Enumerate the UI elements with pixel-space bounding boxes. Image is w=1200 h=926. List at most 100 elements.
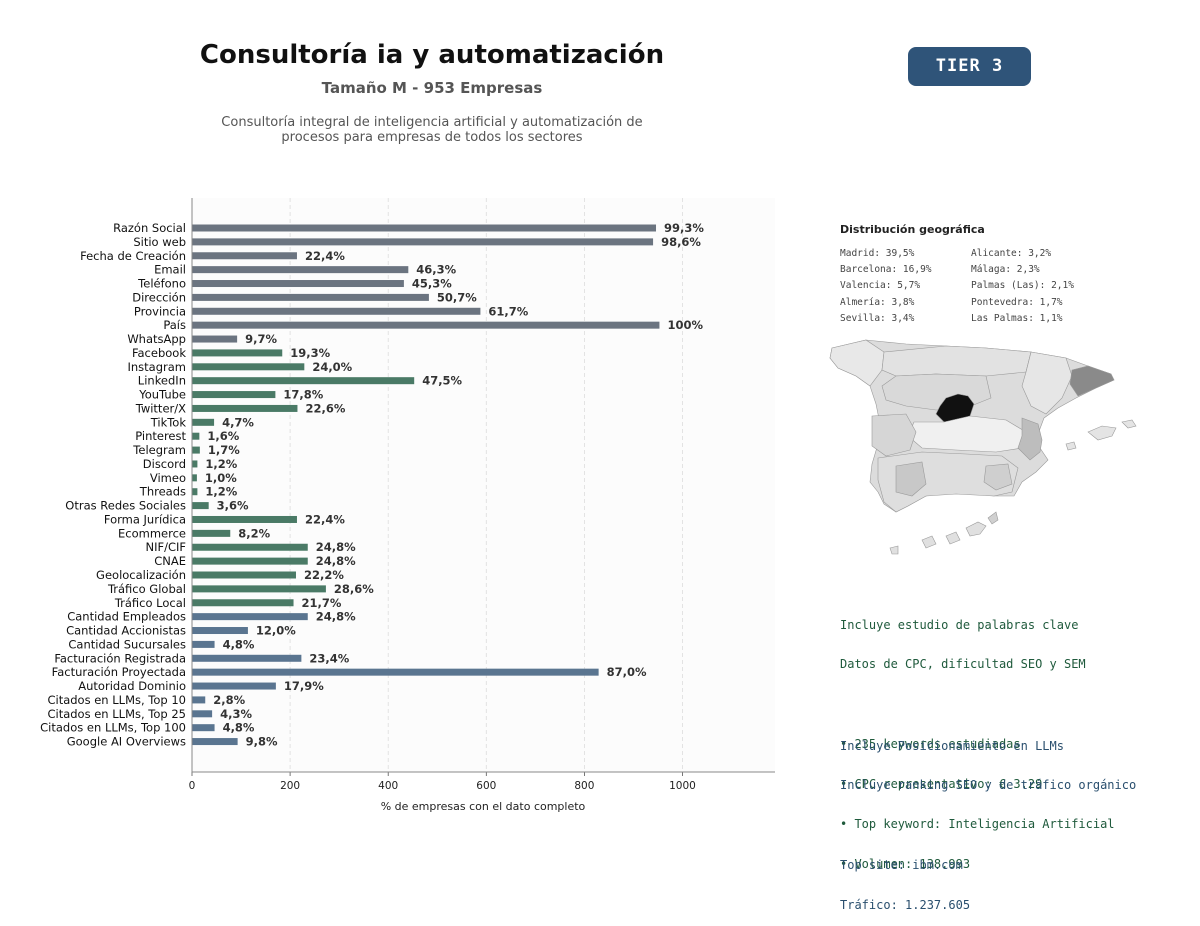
y-tick-label: Facturación Proyectada	[52, 665, 186, 679]
bar	[192, 377, 415, 385]
data-label: 9,8%	[246, 735, 278, 749]
bar	[192, 627, 248, 635]
bar	[192, 571, 296, 579]
data-label: 24,0%	[312, 360, 352, 374]
map-canarias	[965, 521, 987, 537]
data-label: 17,8%	[283, 388, 323, 402]
y-tick-label: Cantidad Accionistas	[66, 624, 186, 638]
bar	[192, 502, 209, 510]
y-tick-label: Tráfico Local	[114, 596, 186, 610]
llm-panel: Incluye Posicionamiento en LLMs Incluye …	[840, 713, 1136, 926]
map-region-aragon	[1021, 351, 1073, 415]
bar	[192, 529, 231, 537]
y-tick-label: Sitio web	[133, 235, 186, 249]
data-label: 12,0%	[256, 624, 296, 638]
data-label: 2,8%	[213, 693, 245, 707]
bar	[192, 280, 404, 288]
geo-item: Málaga: 2,3%	[971, 264, 1040, 276]
data-label: 46,3%	[416, 263, 456, 277]
y-tick-label: NIF/CIF	[145, 540, 186, 554]
plot-background	[192, 198, 775, 772]
data-label: 22,4%	[305, 249, 345, 263]
bar	[192, 266, 409, 274]
y-tick-label: Citados en LLMs, Top 10	[47, 693, 186, 707]
map-balearics-3	[1065, 441, 1077, 451]
geo-item: Palmas (Las): 2,1%	[971, 280, 1074, 292]
data-label: 100%	[667, 318, 703, 332]
map-region-galicia	[829, 339, 885, 387]
bar	[192, 404, 298, 412]
page-title: Consultoría ia y automatización	[199, 40, 665, 70]
y-tick-label: Pinterest	[135, 429, 186, 443]
y-tick-label: Telegram	[132, 443, 186, 457]
y-tick-label: Discord	[143, 457, 186, 471]
data-label: 3,6%	[217, 499, 249, 513]
bar	[192, 349, 283, 357]
bar	[192, 724, 215, 732]
bar	[192, 446, 200, 454]
data-label: 28,6%	[334, 582, 374, 596]
y-tick-label: Forma Jurídica	[104, 512, 186, 526]
bar	[192, 488, 198, 496]
map-region-north	[881, 345, 1032, 377]
y-tick-label: TikTok	[150, 415, 187, 429]
data-label: 8,2%	[238, 526, 270, 540]
tier-badge: TIER 3	[908, 47, 1031, 86]
bar	[192, 224, 657, 232]
data-label: 17,9%	[284, 679, 324, 693]
data-label: 24,8%	[316, 554, 356, 568]
bar	[192, 252, 297, 260]
map-region-sevilla	[895, 461, 927, 497]
data-label: 9,7%	[245, 332, 277, 346]
y-tick-label: Vimeo	[150, 471, 186, 485]
y-tick-label: WhatsApp	[127, 332, 186, 346]
y-tick-label: Instagram	[127, 360, 186, 374]
data-label: 61,7%	[488, 304, 528, 318]
bar	[192, 293, 429, 301]
bar	[192, 696, 206, 704]
geo-title: Distribución geográfica	[840, 223, 985, 236]
y-tick-label: Citados en LLMs, Top 100	[40, 721, 186, 735]
x-tick-label: 400	[378, 780, 398, 792]
y-tick-label: Threads	[139, 485, 186, 499]
map-region-valencia	[1017, 417, 1043, 461]
data-label: 21,7%	[302, 596, 342, 610]
geo-list-left: Madrid: 39,5% Barcelona: 16,9% Valencia:…	[840, 246, 932, 327]
y-tick-label: Tráfico Global	[107, 582, 186, 596]
data-label: 4,7%	[222, 415, 254, 429]
y-tick-label: Autoridad Dominio	[78, 679, 186, 693]
bar	[192, 515, 297, 523]
page-subtitle: Tamaño M - 953 Empresas	[321, 79, 543, 97]
geo-list-right: Alicante: 3,2% Málaga: 2,3% Palmas (Las)…	[971, 246, 1074, 327]
data-label: 19,3%	[290, 346, 330, 360]
x-axis-label: % de empresas con el dato completo	[381, 800, 586, 813]
bar	[192, 654, 302, 662]
bar	[192, 335, 238, 343]
x-tick-label: 600	[476, 780, 496, 792]
bar	[192, 418, 215, 426]
data-label: 1,0%	[205, 471, 237, 485]
llm-line-2: Incluye ranking SEO y de tráfico orgánic…	[840, 778, 1137, 793]
data-label: 4,8%	[223, 637, 255, 651]
y-tick-label: Dirección	[132, 290, 186, 304]
map-canarias-3	[921, 535, 937, 549]
map-region-barcelona	[1069, 365, 1115, 397]
description-line-1: Consultoría integral de inteligencia art…	[221, 115, 643, 130]
chart-grid	[192, 198, 775, 772]
bar	[192, 474, 197, 482]
x-tick-label: 200	[280, 780, 300, 792]
description: Consultoría integral de inteligencia art…	[182, 115, 682, 145]
map-region-extremadura	[871, 413, 917, 457]
bar	[192, 432, 200, 440]
bar	[192, 599, 294, 607]
geo-item: Almería: 3,8%	[840, 296, 915, 308]
y-tick-label: Cantidad Empleados	[67, 610, 186, 624]
bar	[192, 710, 213, 718]
y-tick-label: Twitter/X	[135, 401, 186, 415]
data-label: 1,7%	[208, 443, 240, 457]
chart-bars: 99,3%98,6% 22,4% 46,3%45,3%50,7% 61,7% 100% 9…	[192, 221, 704, 749]
bar	[192, 613, 308, 621]
data-label: 45,3%	[412, 277, 452, 291]
y-tick-label: Teléfono	[137, 277, 186, 291]
data-label: 23,4%	[309, 651, 349, 665]
